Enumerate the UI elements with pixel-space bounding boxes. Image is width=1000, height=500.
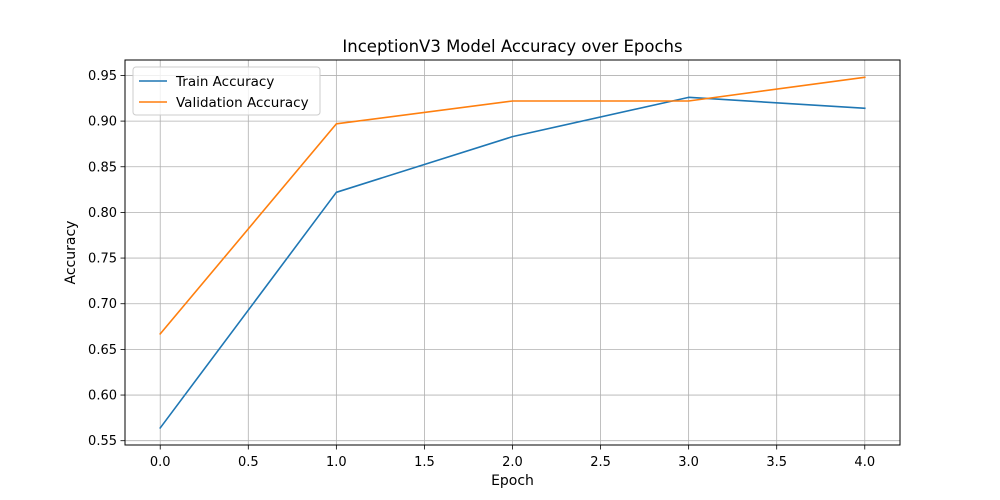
x-tick-label: 1.5 [414,455,435,470]
x-tick-label: 0.5 [238,455,259,470]
x-tick-label: 2.0 [502,455,523,470]
chart-title: InceptionV3 Model Accuracy over Epochs [342,37,682,56]
y-tick-label: 0.85 [88,160,117,175]
y-axis-title: Accuracy [63,221,79,285]
x-axis: 0.0 0.5 1.0 1.5 2.0 2.5 3.0 3.5 4.0 [150,445,875,470]
legend: Train Accuracy Validation Accuracy [132,66,321,116]
x-tick-label: 2.5 [590,455,611,470]
x-tick-label: 3.0 [678,455,699,470]
x-axis-title: Epoch [491,473,534,489]
x-tick-label: 3.5 [766,455,787,470]
x-tick-label: 1.0 [326,455,347,470]
y-tick-label: 0.60 [88,389,117,404]
x-tick-label: 0.0 [150,455,171,470]
y-tick-label: 0.70 [88,297,117,312]
legend-label: Train Accuracy [175,74,274,90]
y-tick-label: 0.75 [88,252,117,267]
legend-label: Validation Accuracy [176,95,309,111]
y-tick-label: 0.80 [88,206,117,221]
series-line-0 [159,96,866,430]
y-tick-label: 0.95 [88,69,117,84]
series-line-1 [159,76,866,335]
y-tick-label: 0.90 [88,115,117,130]
grid [125,60,900,445]
y-axis: 0.55 0.60 0.65 0.70 0.75 0.80 0.85 0.90 0.95 [88,69,125,449]
y-tick-label: 0.55 [88,434,117,449]
legend-box [132,66,321,116]
y-tick-label: 0.65 [88,343,117,358]
x-tick-label: 4.0 [854,455,875,470]
series-lines [159,76,866,430]
